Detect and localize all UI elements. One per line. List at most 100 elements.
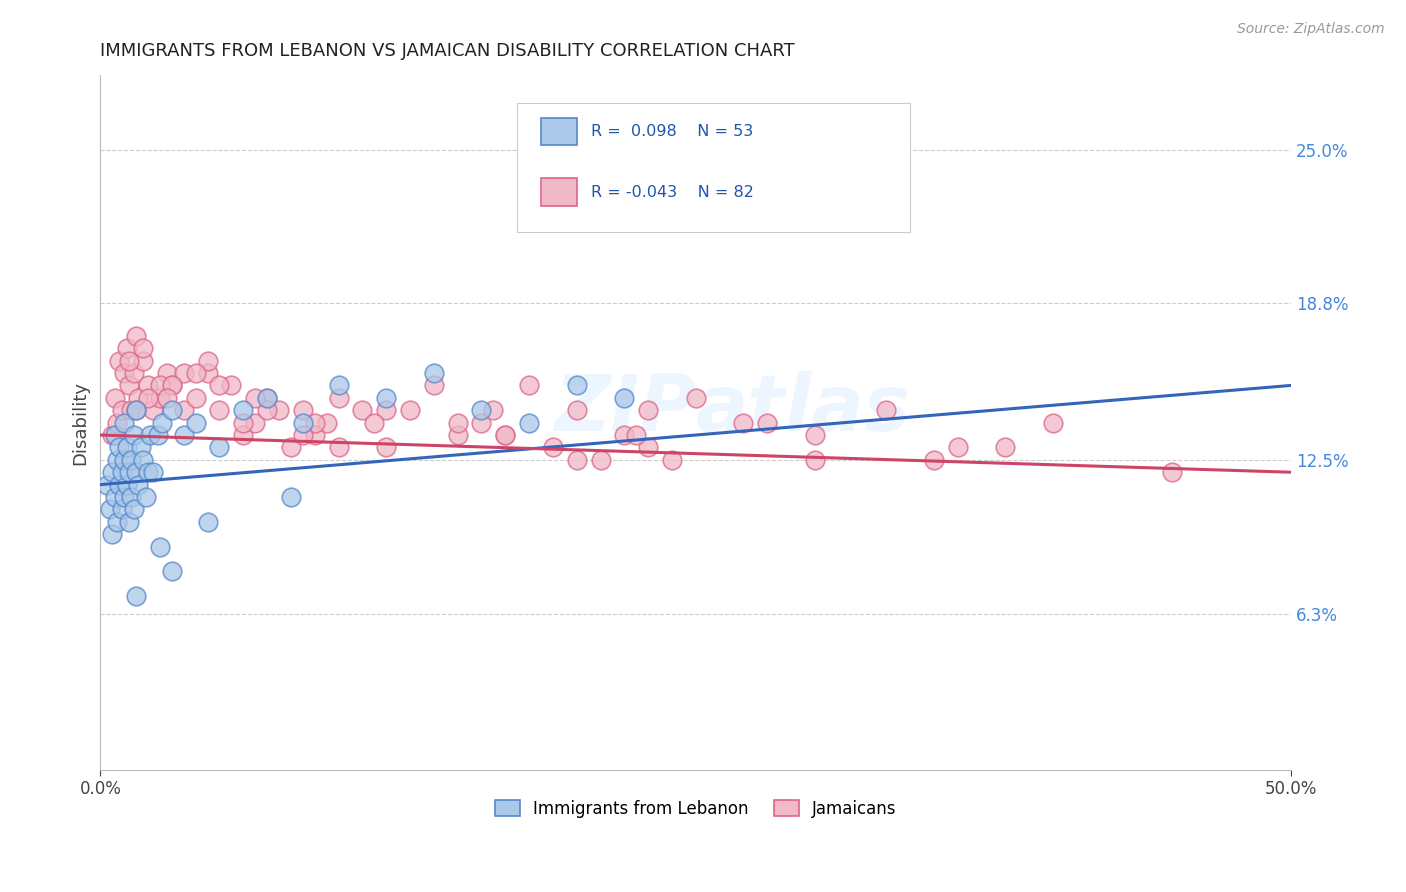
Point — [122, 366, 145, 380]
Point — [108, 477, 131, 491]
Point — [129, 441, 152, 455]
Point — [1161, 465, 1184, 479]
Point — [160, 565, 183, 579]
Point — [541, 441, 564, 455]
Point — [613, 391, 636, 405]
Point — [733, 416, 755, 430]
Point — [304, 416, 326, 430]
Point — [125, 589, 148, 603]
Point — [125, 403, 148, 417]
Point — [101, 428, 124, 442]
Point — [122, 428, 145, 442]
Point — [125, 328, 148, 343]
Point — [115, 341, 138, 355]
Point — [637, 403, 659, 417]
FancyBboxPatch shape — [541, 118, 576, 145]
Point — [160, 378, 183, 392]
Point — [482, 403, 505, 417]
Point — [112, 490, 135, 504]
Text: atlas: atlas — [696, 371, 911, 447]
Point — [208, 441, 231, 455]
Point — [613, 428, 636, 442]
Point — [328, 378, 350, 392]
Point — [280, 490, 302, 504]
FancyBboxPatch shape — [517, 103, 910, 232]
Point — [232, 403, 254, 417]
Point — [101, 527, 124, 541]
Point — [232, 428, 254, 442]
Point — [142, 403, 165, 417]
Point — [637, 441, 659, 455]
Point — [111, 403, 134, 417]
Point — [96, 477, 118, 491]
Point — [494, 428, 516, 442]
Y-axis label: Disability: Disability — [72, 381, 89, 465]
Point — [315, 416, 337, 430]
Point — [184, 416, 207, 430]
Point — [661, 452, 683, 467]
Point — [517, 378, 540, 392]
Point — [517, 416, 540, 430]
Point — [589, 452, 612, 467]
Point — [146, 428, 169, 442]
Point — [118, 465, 141, 479]
Text: R = -0.043    N = 82: R = -0.043 N = 82 — [591, 185, 754, 200]
Point — [173, 403, 195, 417]
Point — [118, 353, 141, 368]
Legend: Immigrants from Lebanon, Jamaicans: Immigrants from Lebanon, Jamaicans — [488, 793, 903, 824]
Point — [565, 378, 588, 392]
Point — [208, 378, 231, 392]
Point — [142, 465, 165, 479]
Point — [232, 416, 254, 430]
Point — [112, 366, 135, 380]
Point — [423, 378, 446, 392]
Point — [120, 452, 142, 467]
Point — [280, 441, 302, 455]
Point — [104, 391, 127, 405]
Point — [184, 391, 207, 405]
Point — [328, 441, 350, 455]
Point — [136, 378, 159, 392]
Point — [120, 403, 142, 417]
Point — [111, 465, 134, 479]
Point — [922, 452, 945, 467]
Point — [197, 366, 219, 380]
Point — [132, 452, 155, 467]
Point — [149, 540, 172, 554]
Point — [132, 341, 155, 355]
Point — [875, 403, 897, 417]
Point — [994, 441, 1017, 455]
Point — [328, 391, 350, 405]
Point — [446, 428, 468, 442]
Point — [118, 378, 141, 392]
Point — [197, 353, 219, 368]
Point — [156, 366, 179, 380]
Point — [127, 391, 149, 405]
Point — [122, 502, 145, 516]
Point — [256, 403, 278, 417]
Point — [208, 403, 231, 417]
Point — [256, 391, 278, 405]
Point — [243, 416, 266, 430]
Text: R =  0.098    N = 53: R = 0.098 N = 53 — [591, 124, 754, 139]
Point — [139, 428, 162, 442]
Point — [115, 441, 138, 455]
Point — [685, 391, 707, 405]
Point — [149, 391, 172, 405]
Text: Source: ZipAtlas.com: Source: ZipAtlas.com — [1237, 22, 1385, 37]
Point — [399, 403, 422, 417]
Point — [804, 452, 827, 467]
Point — [127, 477, 149, 491]
Text: IMMIGRANTS FROM LEBANON VS JAMAICAN DISABILITY CORRELATION CHART: IMMIGRANTS FROM LEBANON VS JAMAICAN DISA… — [100, 42, 796, 60]
Point — [149, 378, 172, 392]
Point — [243, 391, 266, 405]
Point — [104, 428, 127, 442]
Point — [291, 403, 314, 417]
Point — [125, 403, 148, 417]
Point — [446, 416, 468, 430]
Point — [112, 416, 135, 430]
Point — [565, 452, 588, 467]
Point — [98, 502, 121, 516]
Point — [470, 403, 492, 417]
Point — [946, 441, 969, 455]
